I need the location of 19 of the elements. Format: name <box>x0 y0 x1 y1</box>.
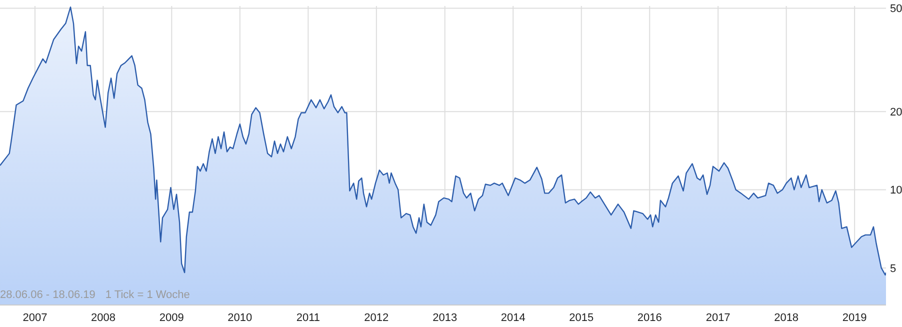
x-tick-label: 2019 <box>842 312 867 324</box>
annotation: 28.06.06 - 18.06.19 <box>0 289 96 301</box>
x-tick-label: 2018 <box>774 312 799 324</box>
x-tick-label: 2009 <box>159 312 184 324</box>
x-tick-label: 2007 <box>22 312 48 324</box>
x-tick-label: 2008 <box>90 312 116 324</box>
x-tick-label: 2015 <box>569 312 594 324</box>
x-tick-label: 2013 <box>432 312 458 324</box>
x-tick-label: 2017 <box>706 312 730 324</box>
x-tick-label: 2014 <box>500 312 526 324</box>
y-tick-label: 50 <box>890 3 902 16</box>
x-tick-label: 2016 <box>637 312 662 324</box>
y-tick-label: 20 <box>890 106 902 118</box>
annotation: 1 Tick = 1 Woche <box>105 289 190 301</box>
y-tick-label: 5 <box>890 262 896 275</box>
x-tick-label: 2011 <box>296 312 320 324</box>
x-tick-label: 2012 <box>364 312 389 324</box>
x-tick-label: 2010 <box>228 312 252 324</box>
y-tick-label: 10 <box>890 184 902 197</box>
